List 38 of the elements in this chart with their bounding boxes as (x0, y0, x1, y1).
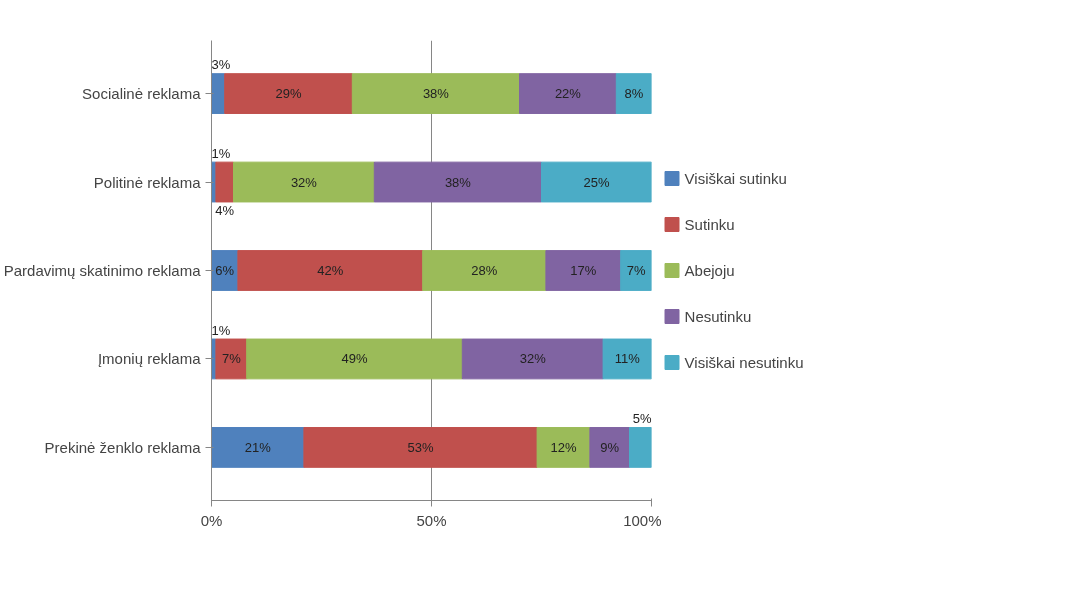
data-label: 38% (444, 174, 472, 190)
data-label: 42% (317, 263, 344, 278)
data-label: 25% (583, 174, 610, 190)
y-tick-label: Socialinė reklama (82, 85, 202, 103)
y-tick-label: Įmonių reklama (97, 350, 202, 368)
data-label: 17% (570, 263, 597, 278)
data-label: 29% (275, 86, 302, 102)
data-label: 7% (221, 351, 242, 367)
data-label: 38% (422, 86, 450, 102)
x-tick-label: 0% (200, 511, 223, 529)
data-label: 3% (211, 57, 231, 73)
data-label: 1% (211, 322, 231, 338)
data-label: 49% (341, 351, 368, 367)
data-label: 4% (215, 203, 235, 219)
data-label: 7% (626, 263, 646, 278)
data-label: 6% (215, 263, 235, 278)
legend-label: Nesutinku (684, 308, 752, 325)
data-label: 8% (624, 86, 644, 102)
y-tick-label: Pardavimų skatinimo reklama (3, 262, 202, 279)
data-label: 22% (554, 86, 582, 102)
data-label: 1% (211, 145, 231, 161)
data-label: 11% (614, 351, 641, 367)
data-label: 53% (407, 439, 434, 455)
legend-label: Visiškai nesutinku (684, 354, 804, 371)
data-label: 32% (519, 351, 547, 367)
data-label: 21% (244, 439, 272, 455)
data-label: 28% (471, 263, 498, 278)
y-tick-label: Politinė reklama (93, 173, 202, 191)
data-label: 5% (632, 411, 652, 427)
data-label: 32% (290, 174, 318, 190)
data-label: 9% (600, 439, 620, 455)
legend-label: Visiškai sutinku (684, 170, 787, 187)
x-tick-label: 100% (623, 511, 662, 529)
y-tick-label: Prekinė ženklo reklama (44, 438, 202, 456)
legend-label: Abejoju (684, 262, 735, 279)
data-label: 12% (550, 439, 577, 455)
x-tick-label: 50% (416, 511, 447, 529)
legend-label: Sutinku (684, 216, 735, 233)
